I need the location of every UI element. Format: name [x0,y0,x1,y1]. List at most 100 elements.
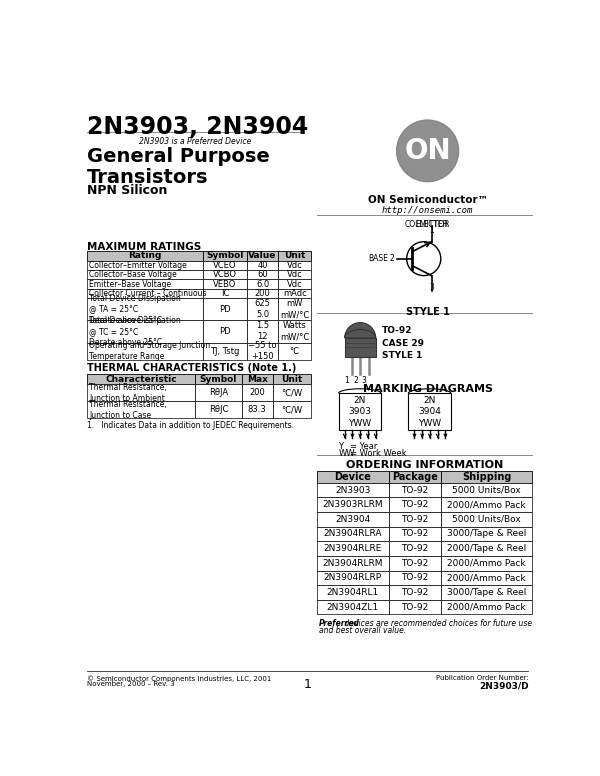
Text: 6.0: 6.0 [256,279,269,289]
Text: WW: WW [338,449,355,458]
Text: © Semiconductor Components Industries, LLC, 2001: © Semiconductor Components Industries, L… [86,675,271,682]
Bar [278,251,311,261]
Bar [317,556,389,570]
Text: 2: 2 [389,255,394,263]
Text: 1: 1 [344,376,349,385]
Text: = Work Week: = Work Week [350,449,407,458]
Bar [389,600,441,615]
Text: TO-92: TO-92 [401,573,428,582]
Text: Thermal Resistance,
Junction to Case: Thermal Resistance, Junction to Case [89,400,167,420]
Bar [247,261,278,270]
Text: RθJA: RθJA [209,388,228,397]
Bar [317,570,389,585]
Bar [389,542,441,556]
Text: 625
5.0: 625 5.0 [254,299,271,319]
FancyBboxPatch shape [338,393,381,431]
Text: 2N3903/D: 2N3903/D [479,681,529,691]
Bar [441,556,532,570]
Text: TO-92: TO-92 [401,559,428,568]
Bar [317,600,389,615]
Text: MARKING DIAGRAMS: MARKING DIAGRAMS [362,384,493,394]
Text: = Year: = Year [350,442,377,451]
Circle shape [401,125,454,177]
Bar [86,279,203,289]
Text: Vdc: Vdc [287,279,302,289]
Bar [86,251,203,261]
Text: Collector–Emitter Voltage: Collector–Emitter Voltage [89,261,187,270]
Text: 3: 3 [362,376,367,385]
Circle shape [404,128,451,174]
Bar [317,527,389,542]
Bar [441,570,532,585]
Text: −55 to
+150: −55 to +150 [248,341,277,361]
Bar [247,320,278,342]
Bar [247,270,278,279]
Bar [317,542,389,556]
Bar [242,384,272,401]
Text: TO-92: TO-92 [401,486,428,494]
Bar [86,289,203,298]
Bar [86,384,195,401]
Text: °C: °C [290,347,300,355]
Text: Emitter–Base Voltage: Emitter–Base Voltage [89,279,171,289]
Bar [441,497,532,512]
Text: Publication Order Number:: Publication Order Number: [436,675,529,681]
Bar [278,261,311,270]
Text: Y: Y [338,442,343,451]
Bar [317,483,389,497]
Bar [247,251,278,261]
Text: 2N
3903
YWW: 2N 3903 YWW [348,397,371,428]
Text: Total Device Dissipation
@ TC = 25°C
Derate above 25°C: Total Device Dissipation @ TC = 25°C Der… [89,316,181,347]
Text: 1.   Indicates Data in addition to JEDEC Requirements.: 1. Indicates Data in addition to JEDEC R… [86,421,293,430]
Text: 2N3903: 2N3903 [335,486,371,494]
Bar [86,342,203,359]
Bar [203,270,247,279]
Text: ON Semiconductor™: ON Semiconductor™ [368,195,488,205]
Text: 2000/Ammo Pack: 2000/Ammo Pack [447,603,526,611]
Bar [272,384,311,401]
Text: 2: 2 [353,376,358,385]
Bar [389,471,441,483]
Text: ON: ON [404,137,451,165]
Text: 2N3903, 2N3904: 2N3903, 2N3904 [86,115,308,139]
Text: TO-92
CASE 29
STYLE 1: TO-92 CASE 29 STYLE 1 [382,327,424,360]
Text: Symbol: Symbol [200,375,237,383]
Bar [195,384,242,401]
Text: Vdc: Vdc [287,270,302,279]
Bar [242,374,272,384]
Bar [441,600,532,615]
Text: Vdc: Vdc [287,261,302,270]
Text: mAdc: mAdc [283,289,307,298]
Text: 2N3903RLRM: 2N3903RLRM [323,501,383,509]
Text: Collector–Base Voltage: Collector–Base Voltage [89,270,176,279]
Bar [441,512,532,527]
Bar [317,497,389,512]
Text: 3: 3 [429,282,434,292]
Circle shape [399,123,457,179]
Bar [203,320,247,342]
Text: Thermal Resistance,
Junction to Ambient: Thermal Resistance, Junction to Ambient [89,383,167,403]
Text: VEBO: VEBO [213,279,236,289]
Text: VCEO: VCEO [213,261,237,270]
Text: 2N3904: 2N3904 [335,514,370,524]
Text: Total Device Dissipation
@ TA = 25°C
Derate above 25°C: Total Device Dissipation @ TA = 25°C Der… [89,293,181,324]
Text: Characteristic: Characteristic [105,375,176,383]
Bar [86,261,203,270]
Bar [247,298,278,320]
Text: IC: IC [221,289,229,298]
Bar [86,270,203,279]
Bar [278,342,311,359]
Text: 2000/Ammo Pack: 2000/Ammo Pack [447,559,526,568]
Text: TO-92: TO-92 [401,544,428,553]
Text: STYLE 1: STYLE 1 [406,307,449,317]
Text: 83.3: 83.3 [248,405,266,414]
Text: November, 2000 – Rev. 3: November, 2000 – Rev. 3 [86,681,175,688]
Text: RθJC: RθJC [209,405,228,414]
Text: 2N3904RLRP: 2N3904RLRP [324,573,382,582]
Text: Unit: Unit [284,251,305,261]
Text: 40: 40 [257,261,268,270]
Bar [203,342,247,359]
Text: Package: Package [392,472,438,482]
Text: 2N3904RLRA: 2N3904RLRA [323,529,382,539]
Bar [242,401,272,418]
